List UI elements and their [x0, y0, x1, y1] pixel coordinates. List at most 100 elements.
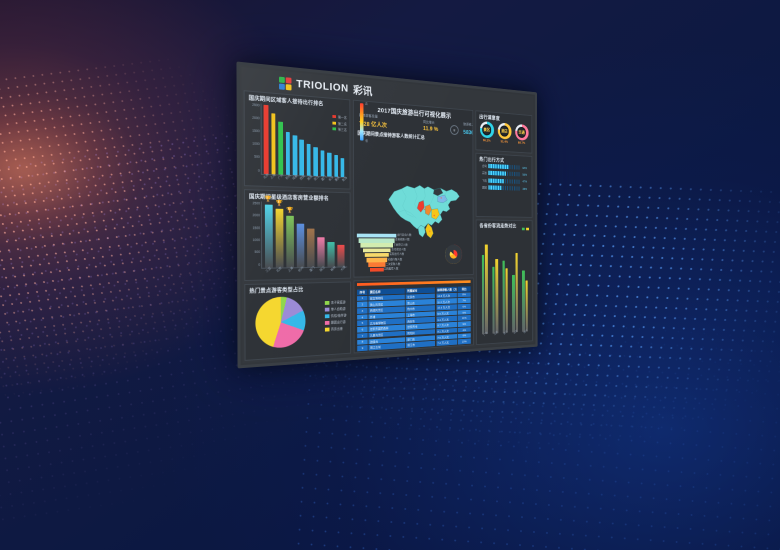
- legend-swatch: [324, 327, 330, 332]
- progress-fill: [488, 163, 509, 170]
- bar[interactable]: [337, 244, 345, 267]
- bar[interactable]: [505, 268, 509, 333]
- bar[interactable]: [522, 270, 525, 332]
- legend-item[interactable]: 第一名: [332, 114, 347, 120]
- bar[interactable]: [271, 113, 276, 175]
- x-labels-province-trend: 广东 江苏 浙江 山东 四川: [480, 328, 530, 344]
- china-map-svg[interactable]: [380, 143, 470, 272]
- legend-pie: 亲子家庭游 单人自助游 情侣/结伴游 跟团出行游 商务出差: [324, 299, 347, 333]
- progress-track: [488, 185, 522, 191]
- gauge-caption: 96.2%: [482, 138, 491, 143]
- legend-region-rank: 第一名 第二名 第三名: [332, 114, 347, 133]
- gauge-ring: 酒店: [497, 122, 512, 140]
- table-cell: 泰安市: [406, 346, 436, 354]
- progress-track: [488, 178, 522, 184]
- bar[interactable]: [317, 237, 325, 267]
- gauge-value: 交通: [517, 126, 527, 138]
- bar[interactable]: [515, 252, 519, 333]
- table-cell: 5: [357, 320, 368, 327]
- bars-province-trend: [480, 232, 530, 335]
- bar[interactable]: [263, 104, 269, 175]
- table-cell: 6: [357, 326, 368, 333]
- legend-swatch[interactable]: [521, 227, 525, 231]
- kpi-revenue: 旅游收入总计 5836 亿元: [463, 122, 473, 137]
- table-cell: 9: [357, 345, 368, 352]
- progress-label: 高铁: [482, 171, 487, 176]
- bar[interactable]: [485, 244, 488, 335]
- bar-group: [522, 233, 528, 332]
- gauge-caption: 91.4%: [500, 139, 509, 144]
- china-map: [380, 143, 470, 272]
- progress-track: [488, 171, 522, 177]
- bar[interactable]: [306, 143, 311, 176]
- display-wall: TRIOLION 彩讯 国庆期间区域客人接待出行排名 2500 2000 1500: [236, 61, 538, 369]
- bar-group: [492, 233, 499, 334]
- color-scale-bar: 高 低: [359, 102, 368, 143]
- table-header-cell[interactable]: 所属城市: [405, 287, 436, 294]
- bar[interactable]: [307, 228, 315, 268]
- progress-row[interactable]: 飞机 47%: [479, 178, 530, 184]
- y-axis-region-rank: 2500 2000 1500 1000 500 0: [252, 102, 260, 173]
- legend-item[interactable]: 亲子家庭游: [324, 299, 346, 305]
- bar[interactable]: 🏆: [286, 208, 294, 268]
- table-cell: 8%: [457, 292, 471, 298]
- table-header-cell[interactable]: 同比: [457, 286, 471, 292]
- progress-fill: [488, 171, 507, 177]
- gauge[interactable]: 酒店 91.4%: [497, 122, 512, 144]
- legend-item[interactable]: 第三名: [332, 126, 347, 132]
- table-cell: 6%: [457, 303, 471, 310]
- table-header-cell[interactable]: 序号: [357, 289, 368, 295]
- gauge[interactable]: 景区 96.2%: [479, 121, 494, 143]
- bar[interactable]: 🏆: [275, 201, 284, 268]
- kpi-value: 5836 亿元: [463, 129, 474, 137]
- table-cell: 7: [357, 332, 368, 339]
- bar[interactable]: [512, 274, 515, 333]
- bar[interactable]: 🏆: [264, 197, 273, 268]
- bar[interactable]: [296, 223, 305, 268]
- table-header-cell[interactable]: 接待游客人数（万人次）: [436, 286, 457, 293]
- legend-item[interactable]: 跟团出行游: [324, 319, 347, 325]
- bar[interactable]: [313, 147, 318, 177]
- bars-hotel-rank: 🏆 🏆 🏆: [262, 197, 347, 268]
- panel-hotel-rank: 国庆期间星级酒店客房营业额排名 2500 2000 1500 1000 500 0 🏆 🏆…: [243, 189, 351, 282]
- bar[interactable]: [495, 258, 499, 334]
- gauge[interactable]: 交通 88.7%: [514, 123, 529, 145]
- table-cell: 10: [357, 351, 368, 354]
- legend-swatch: [324, 313, 330, 318]
- progress-value: 54%: [522, 173, 527, 177]
- progress-row[interactable]: 跟团 39%: [479, 185, 530, 191]
- screen-bezel: TRIOLION 彩讯 国庆期间区域客人接待出行排名 2500 2000 1500: [239, 64, 536, 366]
- gauge-ring: 交通: [514, 123, 529, 141]
- panel-travel-mode: 热门出行方式 自驾 62% 高铁 54% 飞机 47% 跟团 39%: [475, 152, 533, 218]
- table-cell: 11.2 万人次: [436, 298, 457, 305]
- bar[interactable]: [285, 131, 291, 175]
- bar[interactable]: [327, 152, 332, 177]
- bar-group: [512, 233, 519, 333]
- progress-fill: [488, 178, 504, 184]
- legend-item[interactable]: 情侣/结伴游: [324, 313, 347, 319]
- scenic-table: 序号 景区名称 所属城市 接待游客人数（万人次） 同比 1 故宫博物院 北京市 13.8 万人次…: [357, 286, 471, 354]
- bar[interactable]: [292, 135, 298, 176]
- donut-chart: [444, 244, 463, 265]
- legend-item[interactable]: 单人自助游: [324, 306, 346, 312]
- legend-item[interactable]: 商务出差: [324, 326, 347, 332]
- plot-hotel-rank: 🏆 🏆 🏆: [260, 197, 348, 269]
- progress-row[interactable]: 高铁 54%: [479, 171, 530, 178]
- trophy-icon: 🏆: [286, 208, 294, 215]
- legend-province-trend: [521, 227, 529, 231]
- bar[interactable]: [278, 121, 283, 175]
- bar[interactable]: [327, 241, 335, 267]
- legend-swatch[interactable]: [526, 227, 529, 231]
- bar[interactable]: [525, 280, 528, 332]
- legend-swatch: [324, 320, 330, 325]
- dashboard: TRIOLION 彩讯 国庆期间区域客人接待出行排名 2500 2000 1500: [241, 67, 535, 364]
- bar[interactable]: [299, 139, 305, 176]
- progress-value: 39%: [522, 187, 527, 191]
- table-cell: 4%: [457, 327, 471, 333]
- legend-item[interactable]: 第二名: [332, 120, 347, 126]
- table-cell: 3%: [457, 344, 471, 351]
- legend-label: 亲子家庭游: [330, 300, 346, 305]
- scale-label-high: 高: [365, 101, 368, 106]
- bar[interactable]: [320, 150, 325, 177]
